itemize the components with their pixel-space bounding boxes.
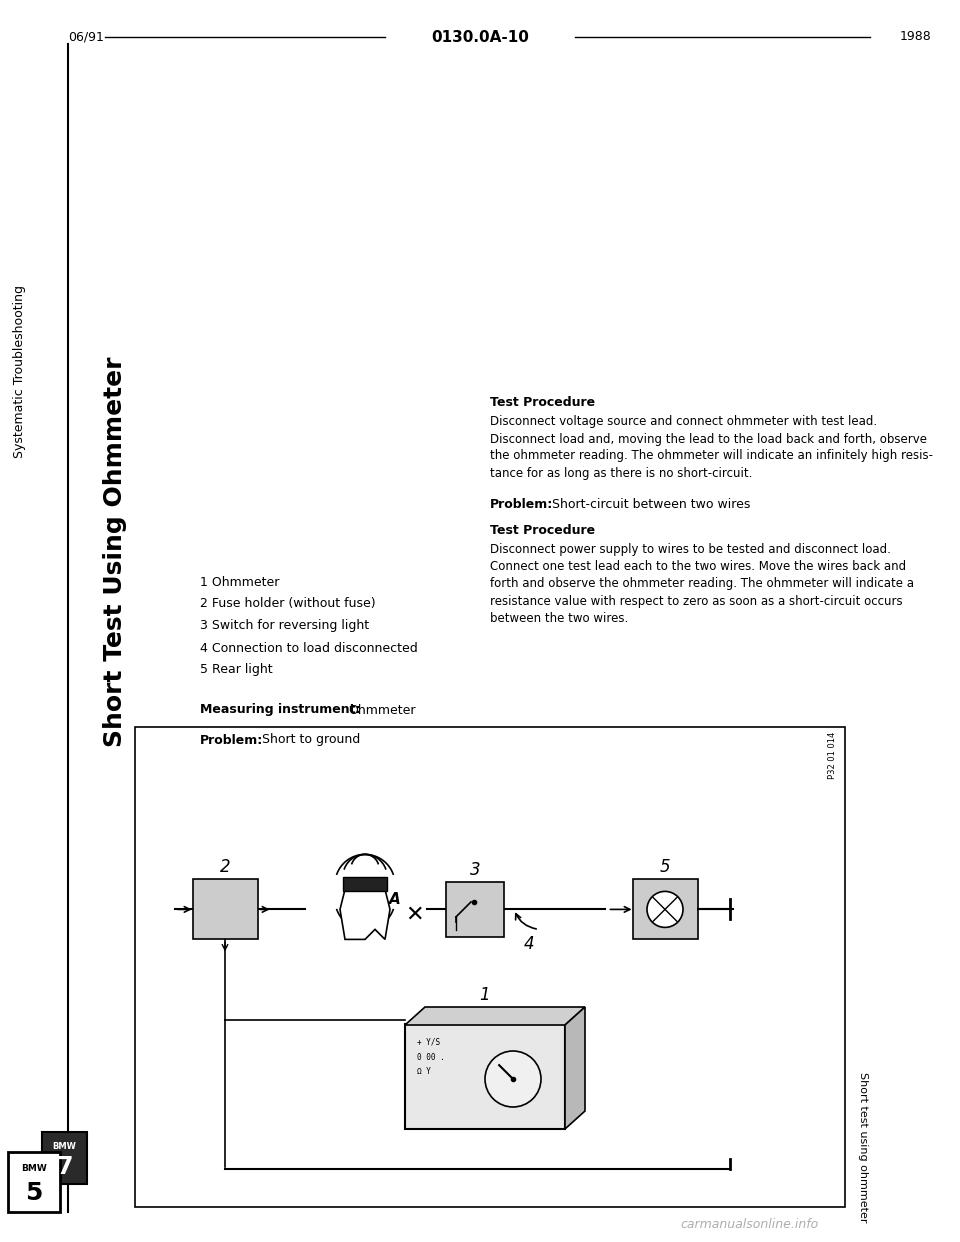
Text: 3 Switch for reversing light: 3 Switch for reversing light xyxy=(200,620,370,632)
Text: Connect one test lead each to the two wires. Move the wires back and: Connect one test lead each to the two wi… xyxy=(490,560,906,574)
Text: Disconnect power supply to wires to be tested and disconnect load.: Disconnect power supply to wires to be t… xyxy=(490,544,891,556)
Text: 5 Rear light: 5 Rear light xyxy=(200,663,273,677)
Text: tance for as long as there is no short-circuit.: tance for as long as there is no short-c… xyxy=(490,467,753,479)
Text: Disconnect voltage source and connect ohmmeter with test lead.: Disconnect voltage source and connect oh… xyxy=(490,416,877,428)
Text: 5: 5 xyxy=(660,858,670,877)
Text: 2 Fuse holder (without fuse): 2 Fuse holder (without fuse) xyxy=(200,597,375,611)
Bar xyxy=(42,1131,87,1184)
Text: P32 01 014: P32 01 014 xyxy=(828,732,837,779)
Bar xyxy=(633,879,698,939)
Text: 5: 5 xyxy=(25,1181,42,1205)
Text: Measuring instrument:: Measuring instrument: xyxy=(200,703,361,717)
Text: BMW: BMW xyxy=(21,1164,47,1174)
Text: 7: 7 xyxy=(57,1155,73,1180)
Text: 1: 1 xyxy=(480,986,491,1004)
Text: 2: 2 xyxy=(220,858,230,877)
Text: + Y/S
0 00 .
Ω Y: + Y/S 0 00 . Ω Y xyxy=(417,1038,444,1076)
Circle shape xyxy=(485,1051,541,1107)
Bar xyxy=(446,882,504,936)
Text: 4: 4 xyxy=(524,935,535,954)
Text: Ohmmeter: Ohmmeter xyxy=(348,703,416,717)
Polygon shape xyxy=(405,1007,585,1025)
Bar xyxy=(135,727,845,1207)
Bar xyxy=(8,1153,60,1212)
Circle shape xyxy=(647,892,683,928)
Bar xyxy=(405,1023,565,1129)
Text: BMW: BMW xyxy=(53,1143,77,1151)
Text: Test Procedure: Test Procedure xyxy=(490,395,595,409)
Text: Short-circuit between two wires: Short-circuit between two wires xyxy=(552,498,751,512)
Text: Disconnect load and, moving the lead to the load back and forth, observe: Disconnect load and, moving the lead to … xyxy=(490,432,927,446)
Text: Short test using ohmmeter: Short test using ohmmeter xyxy=(858,1072,868,1222)
Text: Test Procedure: Test Procedure xyxy=(490,523,595,537)
Text: Systematic Troubleshooting: Systematic Troubleshooting xyxy=(13,286,27,458)
Text: 06/91: 06/91 xyxy=(68,31,104,43)
Text: Short Test Using Ohmmeter: Short Test Using Ohmmeter xyxy=(103,356,127,748)
Bar xyxy=(343,877,387,892)
Text: between the two wires.: between the two wires. xyxy=(490,611,628,625)
Text: forth and observe the ohmmeter reading. The ohmmeter will indicate a: forth and observe the ohmmeter reading. … xyxy=(490,578,914,590)
Text: the ohmmeter reading. The ohmmeter will indicate an infinitely high resis-: the ohmmeter reading. The ohmmeter will … xyxy=(490,450,933,462)
Text: 1988: 1988 xyxy=(900,31,932,43)
Text: 1 Ohmmeter: 1 Ohmmeter xyxy=(200,575,279,589)
Polygon shape xyxy=(565,1007,585,1129)
Text: Problem:: Problem: xyxy=(490,498,553,512)
Text: 3: 3 xyxy=(469,861,480,879)
Text: ✕: ✕ xyxy=(406,904,424,924)
Text: A: A xyxy=(389,892,401,907)
Text: 4 Connection to load disconnected: 4 Connection to load disconnected xyxy=(200,642,418,655)
Polygon shape xyxy=(340,879,390,939)
Text: resistance value with respect to zero as soon as a short-circuit occurs: resistance value with respect to zero as… xyxy=(490,595,902,607)
Text: Problem:: Problem: xyxy=(200,734,263,746)
Bar xyxy=(193,879,257,939)
Text: Short to ground: Short to ground xyxy=(262,734,360,746)
Text: carmanualsonline.info: carmanualsonline.info xyxy=(681,1217,819,1231)
Text: 0130.0A-10: 0130.0A-10 xyxy=(431,30,529,45)
